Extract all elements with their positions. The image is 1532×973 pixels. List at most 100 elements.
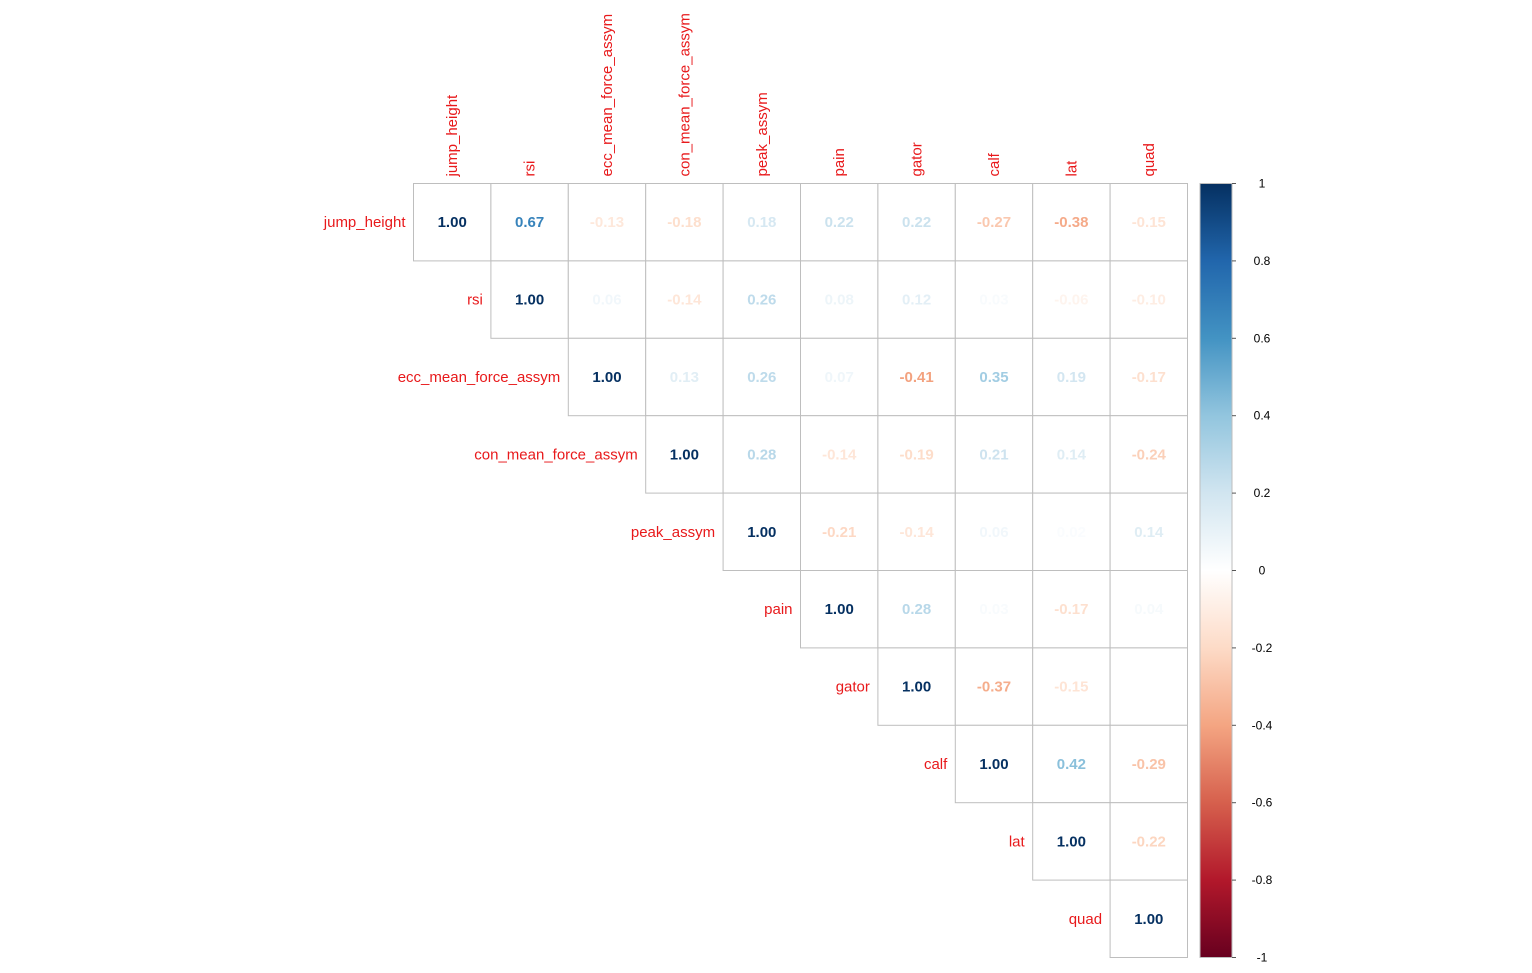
coefficient-label: 0.02: [1057, 524, 1086, 541]
column-label: quad: [1141, 143, 1158, 176]
column-label: jump_height: [444, 94, 461, 178]
coefficient-label: 1.00: [825, 601, 854, 618]
matrix-cell: [1032, 492, 1111, 572]
matrix-cell: [877, 570, 956, 649]
coefficient-label: -0.37: [977, 679, 1011, 696]
coefficient-label: 0.03: [979, 292, 1008, 309]
matrix-cell: [877, 647, 956, 726]
coefficient-label: 0.04: [1134, 601, 1164, 618]
legend-tick-label: -0.8: [1252, 873, 1273, 887]
matrix-cell: [567, 183, 647, 262]
matrix-cell: [567, 260, 647, 339]
coefficient-label: 0.42: [1057, 756, 1086, 773]
matrix-cell: [722, 337, 801, 417]
coefficient-label: 1.00: [1134, 911, 1163, 928]
matrix-cells: 1.00 0.67 -0.13 -0.18 0.18 0.22 0.22 -0.27 -0.38…: [413, 183, 1188, 958]
coefficient-label: 1.00: [515, 292, 544, 309]
matrix-cell: [954, 724, 1034, 804]
coefficient-label: 0.03: [979, 601, 1008, 618]
matrix-cell: [1109, 183, 1188, 262]
row-label: jump_height: [323, 214, 407, 231]
column-label: lat: [1063, 160, 1080, 177]
matrix-cell: [1032, 260, 1111, 339]
row-label: pain: [764, 601, 792, 618]
coefficient-label: 0.35: [979, 369, 1008, 386]
matrix-cell: [954, 570, 1034, 649]
coefficient-label: -0.18: [667, 214, 701, 231]
column-label: con_mean_force_assym: [676, 13, 693, 176]
matrix-cell: [567, 337, 647, 417]
matrix-cell: [1109, 492, 1188, 572]
matrix-cell: [1109, 337, 1188, 417]
coefficient-label: -0.10: [1132, 292, 1166, 309]
coefficient-label: -0.14: [899, 524, 934, 541]
matrix-cell: [722, 260, 801, 339]
column-label: ecc_mean_force_assym: [599, 14, 616, 177]
coefficient-label: 1.00: [747, 524, 776, 541]
matrix-cell: [1109, 260, 1188, 339]
matrix-cell: [877, 492, 956, 572]
coefficient-label: 0.22: [902, 214, 931, 231]
coefficient-label: -0.06: [1054, 292, 1088, 309]
legend-tick-label: -0.4: [1252, 718, 1273, 732]
legend-tick-label: 0.6: [1254, 331, 1271, 345]
row-label: quad: [1069, 911, 1102, 928]
matrix-cell: [877, 260, 956, 339]
coefficient-label: 0.06: [592, 292, 621, 309]
coefficient-label: -0.14: [822, 446, 857, 463]
legend-tick-label: 0.2: [1254, 486, 1271, 500]
column-label: rsi: [522, 161, 539, 177]
matrix-cell: [1109, 802, 1188, 881]
matrix-cell: [800, 337, 879, 417]
matrix-cell: [1032, 724, 1111, 804]
coefficient-label: 0.28: [747, 446, 776, 463]
matrix-cell: [800, 183, 879, 262]
column-label: calf: [986, 152, 1003, 176]
coefficient-label: 0.28: [902, 601, 931, 618]
column-label: gator: [909, 142, 926, 176]
coefficient-label: 0.12: [902, 292, 931, 309]
column-label: peak_assym: [754, 92, 771, 176]
coefficient-label: -0.41: [899, 369, 933, 386]
coefficient-label: 1.00: [1057, 833, 1086, 850]
matrix-cell: [1109, 647, 1188, 726]
coefficient-label: -0.15: [1132, 214, 1166, 231]
coefficient-label: 0.14: [1057, 446, 1087, 463]
coefficient-label: -0.29: [1132, 756, 1166, 773]
coefficient-label: 1.00: [438, 214, 467, 231]
matrix-cell: [722, 492, 801, 572]
legend-tick-label: -0.6: [1252, 796, 1273, 810]
matrix-cell: [954, 492, 1034, 572]
coefficient-label: -0.13: [590, 214, 624, 231]
coefficient-label: -0.27: [977, 214, 1011, 231]
row-label: con_mean_force_assym: [474, 446, 637, 463]
matrix-cell: [490, 183, 569, 262]
matrix-cell: [645, 415, 724, 494]
coefficient-label: -0.14: [667, 292, 702, 309]
matrix-cell: [413, 183, 492, 262]
coefficient-label: 0.07: [825, 369, 854, 386]
coefficient-label: 0.26: [747, 369, 776, 386]
legend-tick-label: -1: [1257, 951, 1268, 965]
matrix-cell: [645, 260, 724, 339]
row-label: ecc_mean_force_assym: [398, 369, 561, 386]
coefficient-label: 0.26: [747, 292, 776, 309]
coefficient-label: -0.15: [1054, 679, 1088, 696]
matrix-cell: [722, 415, 801, 494]
row-label: rsi: [467, 292, 483, 309]
matrix-cell: [954, 260, 1034, 339]
matrix-cell: [877, 415, 956, 494]
coefficient-label: 0.14: [1134, 524, 1164, 541]
coefficient-label: -0.17: [1054, 601, 1088, 618]
legend-tick-label: -0.2: [1252, 641, 1273, 655]
row-label: lat: [1009, 833, 1026, 850]
matrix-cell: [954, 183, 1034, 262]
coefficient-label: 0.19: [1057, 369, 1086, 386]
coefficient-label: 0.18: [747, 214, 776, 231]
matrix-cell: [800, 570, 879, 649]
coefficient-label: 0.22: [825, 214, 854, 231]
legend-tick-label: 0.4: [1254, 409, 1271, 423]
